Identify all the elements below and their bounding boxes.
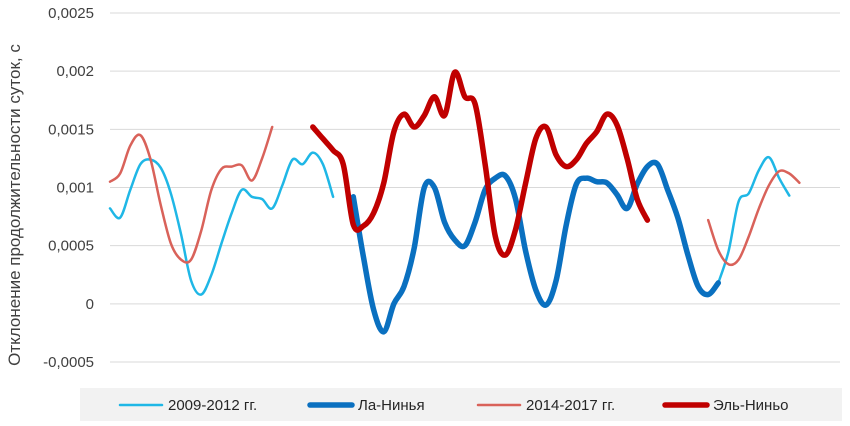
y-tick-labels: -0,0005 0 0,0005 0,001 0,0015 0,002 0,0025 bbox=[43, 5, 94, 371]
y-tick-label: 0,0005 bbox=[48, 238, 94, 255]
y-tick-label: 0,0025 bbox=[48, 5, 94, 22]
y-tick-label: 0,002 bbox=[56, 63, 94, 80]
gridlines bbox=[110, 12, 840, 363]
y-tick-label: 0,0015 bbox=[48, 121, 94, 138]
series-line bbox=[310, 69, 651, 258]
y-tick-label: 0 bbox=[86, 296, 94, 313]
series-line bbox=[717, 155, 791, 285]
legend-label: 2014-2017 гг. bbox=[526, 397, 615, 414]
series-line bbox=[706, 169, 801, 267]
legend-background bbox=[80, 388, 842, 421]
series-line bbox=[108, 151, 335, 296]
series-line bbox=[108, 125, 274, 264]
legend: 2009-2012 гг. Ла-Нинья 2014-2017 гг. Эль-Ни… bbox=[80, 388, 842, 421]
legend-label: Эль-Ниньо bbox=[713, 397, 789, 414]
legend-label: Ла-Нинья bbox=[358, 397, 425, 414]
series-line bbox=[350, 159, 722, 335]
legend-label: 2009-2012 гг. bbox=[168, 397, 257, 414]
y-axis-title: Отклонение продолжительности суток, с bbox=[5, 44, 24, 366]
y-tick-label: -0,0005 bbox=[43, 354, 94, 371]
series-lines bbox=[108, 69, 801, 335]
y-tick-label: 0,001 bbox=[56, 180, 94, 197]
